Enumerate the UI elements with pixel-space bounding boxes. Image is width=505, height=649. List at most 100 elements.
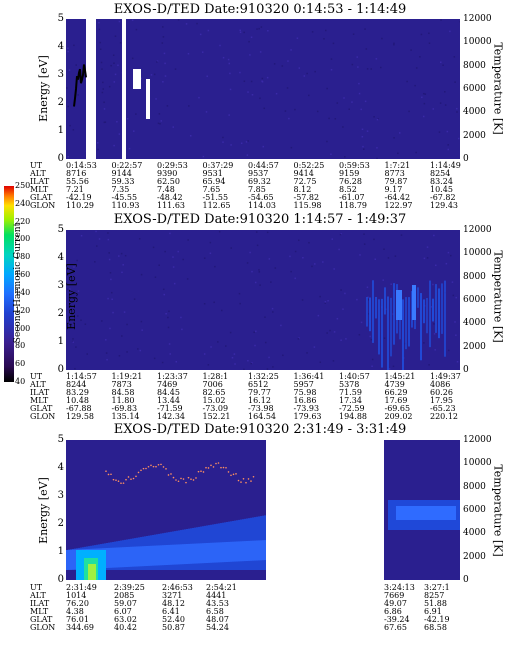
orbit-value: 152.21 [202,412,231,421]
noise-speckle [302,256,304,259]
orbit-value: 122.97 [384,201,413,210]
energy-band [74,549,76,570]
orbit-value: 1:49:37 [430,372,461,381]
noise-speckle [261,77,264,80]
noise-speckle [450,254,452,257]
noise-speckle [356,56,358,58]
orbit-value: 8257 [424,591,445,600]
temperature-point [157,463,160,466]
orbit-value: 69.32 [248,177,271,186]
noise-speckle [73,266,75,268]
noise-speckle [415,67,418,69]
noise-speckle [156,61,158,63]
noise-speckle [203,257,206,259]
energy-band [423,299,425,324]
noise-speckle [98,21,100,24]
energy-band [248,540,250,561]
noise-speckle [363,243,366,245]
noise-speckle [351,63,354,66]
y-tick-label: 2 [57,97,64,108]
noise-speckle [203,353,206,355]
noise-speckle [96,142,99,144]
noise-speckle [222,56,225,59]
noise-speckle [456,107,458,110]
orbit-value: 48.12 [162,599,185,608]
orbit-row-label: ALT [30,169,46,178]
orbit-value: 59.07 [114,599,137,608]
noise-speckle [243,80,246,83]
noise-speckle [281,65,284,67]
noise-speckle [287,60,289,62]
noise-speckle [217,341,219,343]
noise-speckle [69,124,71,127]
orbit-value: 1:28:1 [202,372,229,381]
orbit-value: 11.80 [111,396,135,405]
energy-band [198,543,200,564]
noise-speckle [155,98,157,100]
temperature-point [245,481,247,484]
noise-speckle [258,269,260,271]
orbit-value: 7.35 [111,185,130,194]
noise-speckle [455,296,457,299]
temperature-point [232,473,235,476]
noise-speckle [447,144,449,146]
noise-speckle [352,33,355,35]
energy-band [114,547,116,568]
noise-speckle [343,97,345,99]
y-tick-label: 2 [57,308,64,319]
noise-speckle [364,28,366,30]
temperature-point [225,466,227,469]
data-gap [86,19,96,159]
orbit-value: -45.55 [111,193,138,202]
temperature-point [160,463,162,466]
noise-speckle [121,335,123,337]
y-tick-label: 0 [57,364,64,375]
noise-speckle [433,323,435,325]
noise-speckle [328,117,330,120]
energy-band [206,543,208,563]
noise-speckle [172,256,174,258]
orbit-value: 84.45 [157,388,180,397]
noise-speckle [177,19,180,21]
noise-speckle [271,307,274,310]
noise-speckle [426,246,429,248]
orbit-value: 10.45 [430,185,453,194]
orbit-value: 1:23:37 [157,372,188,381]
noise-speckle [336,102,339,104]
energy-band [262,540,264,561]
noise-speckle [423,102,426,105]
noise-speckle [380,66,382,69]
energy-band [142,546,144,567]
orbit-value: 5957 [293,380,314,389]
noise-speckle [113,81,116,83]
noise-speckle [141,329,143,331]
noise-speckle [118,355,121,357]
orbit-value: -64.42 [384,193,411,202]
energy-band [246,541,248,561]
noise-speckle [108,258,111,261]
noise-speckle [250,36,253,39]
energy-band [132,546,134,567]
y-tick-label: 5 [57,13,64,24]
noise-speckle [324,301,327,303]
orbit-value: 76.01 [66,615,89,624]
noise-speckle [383,248,385,250]
noise-speckle [325,29,327,32]
energy-band [242,541,244,562]
energy-band [405,297,407,350]
noise-speckle [342,126,344,128]
temperature-point [155,465,157,468]
noise-speckle [376,157,378,159]
noise-speckle [67,47,69,50]
noise-speckle [102,88,104,90]
y2-tick-label: 6000 [463,295,486,305]
orbit-value: 1:14:57 [66,372,97,381]
noise-speckle [306,352,308,354]
noise-speckle [282,354,284,357]
noise-speckle [359,254,361,256]
noise-speckle [256,244,259,247]
orbit-value: 142.34 [157,412,185,421]
noise-speckle [311,31,314,33]
noise-speckle [100,61,103,64]
energy-band [158,545,160,566]
